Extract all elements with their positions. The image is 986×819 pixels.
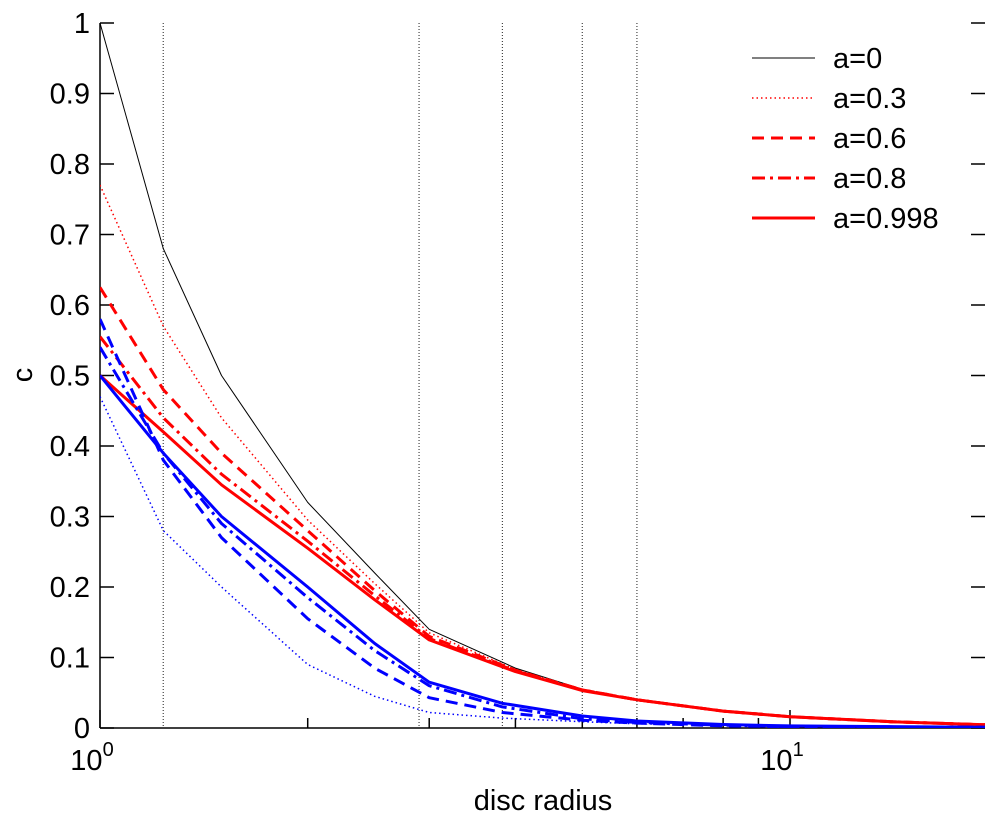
x-axis-label: disc radius (474, 785, 613, 817)
y-axis-label-wrap: c (7, 368, 39, 383)
y-tick-label: 0.2 (50, 572, 90, 604)
y-tick-label: 0.5 (50, 361, 90, 393)
y-tick-label: 0.3 (50, 502, 90, 534)
x-tick-label: 100 (70, 739, 113, 777)
y-tick-label: 0.4 (50, 431, 90, 463)
y-tick-label: 0.1 (50, 643, 90, 675)
y-tick-label: 1 (74, 8, 90, 40)
legend-label-2: a=0.6 (833, 123, 906, 155)
plot-area: 0 0.1 0.2 0.3 0.4 0.5 0.6 0.7 0.8 0.9 1 100 101 a=0 a=… (50, 8, 985, 777)
series-line-2 (100, 286, 985, 727)
series-line-1 (100, 184, 985, 726)
y-tick-label: 0.8 (50, 149, 90, 181)
legend-label-0: a=0 (833, 43, 882, 75)
legend-label-1: a=0.3 (833, 83, 906, 115)
series-line-4 (100, 374, 985, 727)
series-line-3 (100, 335, 985, 727)
series-line-6 (100, 318, 985, 728)
series-line-8 (100, 374, 985, 728)
x-tick-label: 101 (760, 739, 803, 777)
legend-label-3: a=0.8 (833, 163, 906, 195)
legend-label-4: a=0.998 (833, 203, 939, 235)
y-tick-label: 0.7 (50, 220, 90, 252)
series-line-7 (100, 346, 985, 728)
y-axis-label: c (7, 368, 39, 383)
y-tick-label: 0.9 (50, 79, 90, 111)
y-tick-label: 0 (74, 713, 90, 745)
y-tick-label: 0.6 (50, 290, 90, 322)
